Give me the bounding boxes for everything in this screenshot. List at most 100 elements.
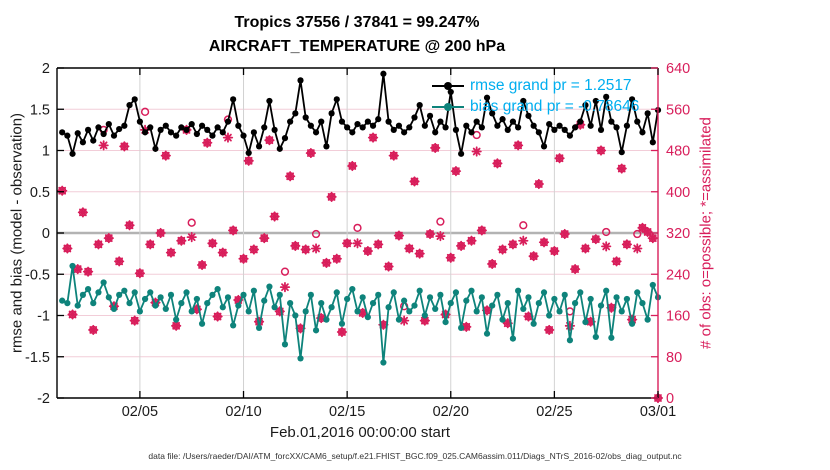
- assimilated-obs-marker: [414, 248, 425, 259]
- rmse-marker: [74, 130, 81, 137]
- bias-marker: [390, 289, 397, 296]
- obs-count-markers: [57, 107, 664, 404]
- assimilated-obs-marker: [580, 243, 591, 254]
- legend-bias-marker: [444, 103, 452, 111]
- rmse-marker: [349, 129, 356, 136]
- legend: rmse grand pr = 1.2517 bias grand pr = -0…: [432, 77, 639, 115]
- assimilated-obs-marker: [601, 241, 612, 252]
- rmse-marker: [437, 118, 444, 125]
- assimilated-obs-marker: [549, 245, 560, 257]
- bias-marker: [515, 287, 522, 294]
- rmse-marker: [582, 102, 589, 109]
- y-tick-label-left: 2: [42, 61, 50, 77]
- rmse-marker: [577, 118, 584, 125]
- assimilated-obs-marker: [238, 253, 249, 264]
- assimilated-obs-marker: [155, 227, 166, 239]
- bias-marker: [131, 289, 138, 296]
- bias-marker: [644, 316, 651, 323]
- assimilated-obs-marker: [217, 247, 228, 258]
- assimilated-obs-marker: [559, 228, 570, 240]
- bias-marker: [639, 300, 646, 307]
- assimilated-obs-marker: [222, 132, 234, 143]
- possible-obs-marker: [187, 218, 196, 227]
- bias-line-group: [59, 262, 662, 366]
- bias-marker: [603, 287, 610, 294]
- assimilated-obs-marker: [616, 163, 627, 174]
- y-tick-label-left: 1: [42, 144, 50, 160]
- possible-obs-marker: [353, 223, 362, 232]
- rmse-marker: [561, 126, 568, 133]
- bias-marker: [535, 300, 542, 307]
- bias-marker: [84, 286, 92, 293]
- bias-marker: [224, 294, 232, 301]
- rmse-marker: [297, 77, 304, 84]
- bias-marker: [344, 295, 351, 303]
- y-axis-label-right: # of obs: o=possible; *=assimilated: [697, 117, 715, 349]
- bias-marker: [556, 308, 563, 315]
- bias-marker: [634, 289, 641, 296]
- assimilated-obs-marker: [611, 256, 622, 267]
- rmse-marker: [639, 129, 646, 136]
- bias-marker: [110, 305, 118, 312]
- bias-marker: [141, 295, 149, 303]
- rmse-marker: [489, 110, 496, 117]
- bias-marker: [426, 294, 434, 301]
- rmse-marker: [515, 124, 522, 131]
- bias-marker: [318, 300, 325, 307]
- assimilated-obs-marker: [145, 239, 156, 250]
- rmse-marker: [458, 150, 465, 157]
- rmse-marker: [281, 135, 289, 142]
- bias-marker: [458, 324, 465, 331]
- bias-marker: [354, 308, 361, 315]
- assimilated-obs-marker: [362, 245, 373, 257]
- rmse-marker: [406, 124, 413, 131]
- rmse-marker: [333, 96, 340, 103]
- y-tick-label-right: 80: [666, 350, 682, 366]
- rmse-marker: [209, 132, 216, 139]
- assimilated-obs-marker: [243, 155, 254, 166]
- bias-marker: [437, 291, 444, 298]
- assimilated-obs-marker: [248, 244, 259, 255]
- bias-marker: [587, 295, 594, 303]
- bias-marker: [608, 334, 615, 341]
- bias-marker: [297, 355, 304, 362]
- bias-marker: [468, 287, 475, 294]
- assimilated-obs-marker: [202, 137, 213, 148]
- rmse-marker: [162, 122, 169, 129]
- y-tick-label-right: 0: [666, 391, 674, 407]
- rmse-marker: [535, 129, 542, 136]
- assimilated-obs-marker: [295, 323, 306, 334]
- bias-marker: [230, 322, 237, 329]
- rmse-marker: [603, 93, 610, 100]
- bias-marker: [178, 300, 185, 307]
- rmse-marker: [344, 124, 351, 131]
- assimilated-obs-marker: [404, 243, 415, 254]
- legend-rmse-marker: [444, 82, 452, 90]
- bias-marker: [147, 289, 154, 296]
- assimilated-obs-marker: [595, 145, 607, 156]
- rmse-marker: [380, 70, 387, 77]
- bias-marker: [577, 289, 584, 296]
- y-tick-label-left: -1: [37, 309, 50, 325]
- bias-marker: [483, 330, 491, 337]
- bias-marker: [240, 291, 247, 298]
- bias-marker: [401, 297, 408, 304]
- bias-marker: [105, 294, 112, 301]
- bias-marker: [69, 262, 76, 270]
- assimilated-obs-marker: [570, 263, 581, 275]
- possible-obs-marker: [280, 267, 290, 276]
- assimilated-obs-marker: [72, 263, 83, 275]
- assimilated-obs-marker: [352, 238, 363, 249]
- rmse-marker: [126, 102, 133, 109]
- rmse-marker: [250, 129, 257, 136]
- bias-marker: [121, 287, 128, 294]
- bias-marker: [592, 333, 599, 341]
- assimilated-obs-marker: [367, 132, 379, 143]
- possible-obs-marker: [602, 227, 611, 237]
- y-tick-label-left: 0: [42, 226, 50, 242]
- rmse-marker: [520, 97, 527, 105]
- rmse-marker: [173, 132, 180, 139]
- bias-marker: [618, 308, 625, 315]
- bias-marker: [276, 291, 283, 298]
- rmse-marker: [359, 124, 366, 131]
